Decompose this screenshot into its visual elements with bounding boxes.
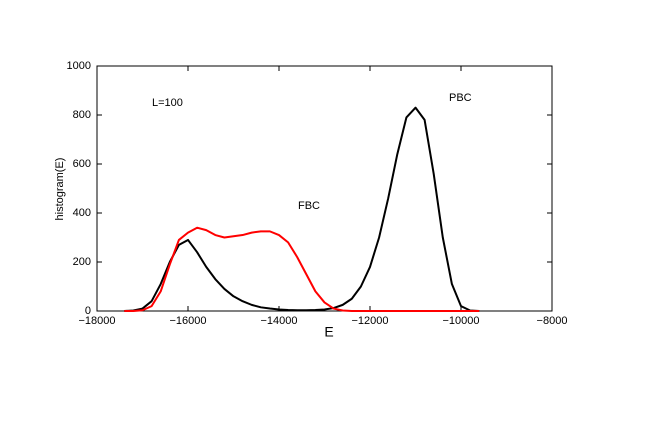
x-tick-label: −14000 — [260, 315, 297, 327]
x-tick-label: −12000 — [351, 315, 388, 327]
series-line — [124, 226, 480, 312]
series-label: FBC — [298, 200, 320, 212]
y-tick-label: 800 — [73, 109, 91, 121]
x-tick-label: −18000 — [78, 315, 115, 327]
y-tick-label: 0 — [85, 305, 91, 317]
x-tick-label: −10000 — [442, 315, 479, 327]
y-axis-label: histogram(E) — [54, 158, 66, 221]
annotation: L=100 — [152, 97, 183, 109]
y-tick-label: 600 — [73, 158, 91, 170]
y-tick-label: 1000 — [67, 60, 91, 72]
y-tick-label: 200 — [73, 256, 91, 268]
plot-frame — [96, 65, 553, 312]
series-label: PBC — [449, 92, 472, 104]
x-tick-label: −8000 — [537, 315, 568, 327]
y-tick-label: 400 — [73, 207, 91, 219]
series-line — [124, 106, 480, 312]
x-tick-label: −16000 — [169, 315, 206, 327]
x-axis-label: E — [324, 324, 333, 340]
